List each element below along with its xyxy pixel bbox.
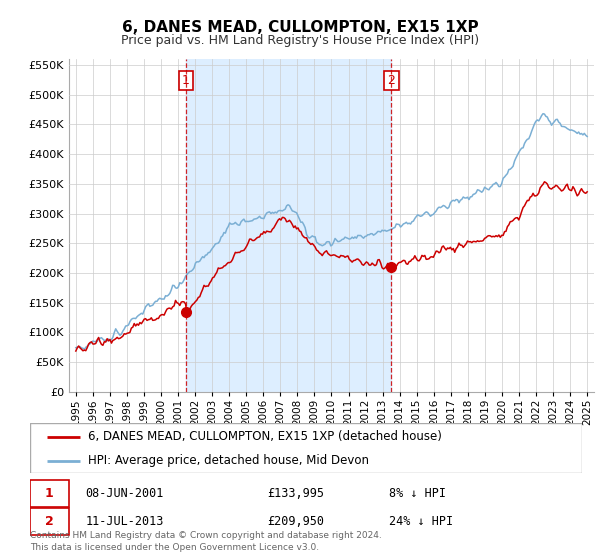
- Text: 2: 2: [45, 515, 53, 528]
- Text: 1: 1: [182, 74, 190, 87]
- Text: Contains HM Land Registry data © Crown copyright and database right 2024.
This d: Contains HM Land Registry data © Crown c…: [30, 531, 382, 552]
- Text: HPI: Average price, detached house, Mid Devon: HPI: Average price, detached house, Mid …: [88, 454, 369, 467]
- Text: 08-JUN-2001: 08-JUN-2001: [85, 487, 164, 500]
- Text: 8% ↓ HPI: 8% ↓ HPI: [389, 487, 446, 500]
- FancyBboxPatch shape: [30, 423, 582, 473]
- Text: 2: 2: [388, 74, 395, 87]
- Text: £209,950: £209,950: [268, 515, 325, 528]
- Text: 6, DANES MEAD, CULLOMPTON, EX15 1XP: 6, DANES MEAD, CULLOMPTON, EX15 1XP: [122, 20, 478, 35]
- FancyBboxPatch shape: [30, 480, 68, 507]
- Text: 11-JUL-2013: 11-JUL-2013: [85, 515, 164, 528]
- FancyBboxPatch shape: [30, 508, 68, 535]
- Text: £133,995: £133,995: [268, 487, 325, 500]
- Bar: [185, 59, 391, 392]
- Text: 6, DANES MEAD, CULLOMPTON, EX15 1XP (detached house): 6, DANES MEAD, CULLOMPTON, EX15 1XP (det…: [88, 431, 442, 444]
- Text: Price paid vs. HM Land Registry's House Price Index (HPI): Price paid vs. HM Land Registry's House …: [121, 34, 479, 46]
- Text: 24% ↓ HPI: 24% ↓ HPI: [389, 515, 453, 528]
- Text: 1: 1: [45, 487, 53, 500]
